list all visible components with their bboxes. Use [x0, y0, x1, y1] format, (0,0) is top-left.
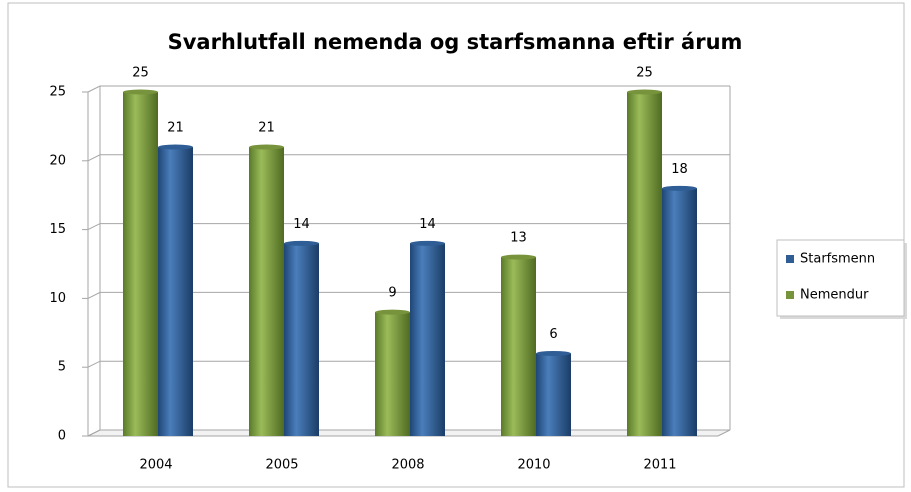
value-label: 9 [388, 286, 396, 301]
bar [627, 92, 662, 436]
bar-top [123, 89, 158, 95]
bar-top [284, 240, 319, 246]
bar-top [375, 309, 410, 315]
grid-line [87, 223, 730, 231]
bar-top [158, 144, 193, 150]
bar [123, 92, 158, 436]
value-label: 14 [419, 217, 436, 232]
bar [375, 312, 410, 436]
legend-label: Nemendur [800, 288, 869, 303]
bar [501, 257, 536, 436]
grid-line [87, 154, 730, 162]
bar-top [662, 185, 697, 191]
y-tick-label: 15 [49, 222, 66, 237]
x-tick-label: 2010 [517, 458, 550, 473]
bar-top [627, 89, 662, 95]
legend [776, 239, 905, 317]
bar [284, 243, 319, 436]
y-tick-label: 5 [58, 360, 66, 375]
bar [249, 147, 284, 437]
bar [536, 353, 571, 436]
bar-top [536, 350, 571, 356]
value-label: 14 [293, 217, 310, 232]
value-label: 6 [549, 327, 557, 342]
bar [158, 147, 193, 437]
y-tick-label: 10 [49, 291, 66, 306]
bar [410, 243, 445, 436]
bar-top [410, 240, 445, 246]
value-label: 25 [636, 66, 653, 81]
bar [662, 188, 697, 436]
chart-title: Svarhlutfall nemenda og starfsmanna efti… [168, 30, 743, 54]
legend-label: Starfsmenn [800, 252, 875, 267]
legend-swatch [786, 291, 794, 299]
value-label: 25 [132, 66, 149, 81]
y-tick-label: 25 [49, 85, 66, 100]
bar-top [249, 144, 284, 150]
value-label: 21 [167, 121, 184, 136]
value-label: 13 [510, 231, 527, 246]
x-tick-label: 2005 [265, 458, 298, 473]
x-tick-label: 2008 [391, 458, 424, 473]
y-tick-label: 0 [58, 429, 66, 444]
y-tick-label: 20 [49, 153, 66, 168]
legend-swatch [786, 255, 794, 263]
bar-top [501, 254, 536, 260]
x-tick-label: 2004 [139, 458, 172, 473]
x-tick-label: 2011 [643, 458, 676, 473]
value-label: 21 [258, 121, 275, 136]
value-label: 18 [671, 162, 688, 177]
grid-line [87, 85, 730, 93]
